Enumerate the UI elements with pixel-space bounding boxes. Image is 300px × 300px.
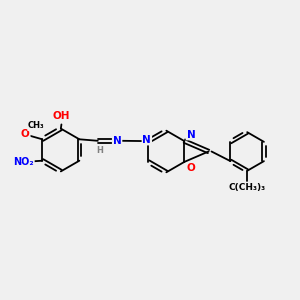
Text: O: O bbox=[21, 129, 30, 139]
Text: CH₃: CH₃ bbox=[28, 122, 45, 130]
Text: H: H bbox=[96, 146, 103, 155]
Text: N: N bbox=[187, 130, 195, 140]
Text: NO₂: NO₂ bbox=[13, 157, 34, 167]
Text: N: N bbox=[142, 135, 151, 145]
Text: OH: OH bbox=[53, 111, 70, 121]
Text: C(CH₃)₃: C(CH₃)₃ bbox=[229, 183, 266, 192]
Text: O: O bbox=[187, 164, 195, 173]
Text: N: N bbox=[113, 136, 122, 146]
